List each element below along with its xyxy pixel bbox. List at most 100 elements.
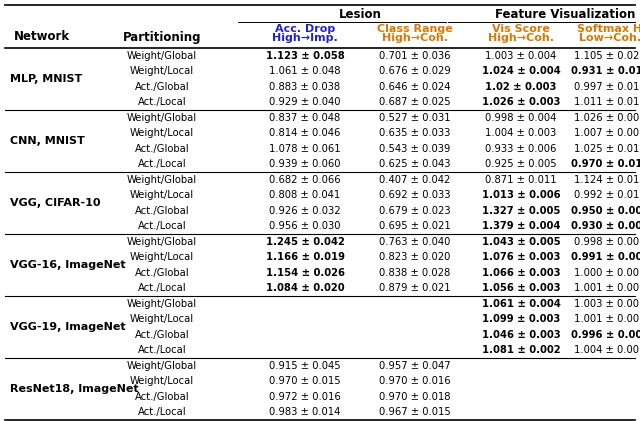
- Text: 0.929 ± 0.040: 0.929 ± 0.040: [269, 97, 340, 107]
- Text: Weight/Local: Weight/Local: [130, 314, 194, 324]
- Text: 1.024 ± 0.004: 1.024 ± 0.004: [482, 66, 561, 76]
- Text: VGG-19, ImageNet: VGG-19, ImageNet: [10, 322, 125, 332]
- Text: 0.998 ± 0.004: 0.998 ± 0.004: [485, 113, 557, 123]
- Text: 0.956 ± 0.030: 0.956 ± 0.030: [269, 221, 340, 231]
- Text: 1.061 ± 0.048: 1.061 ± 0.048: [269, 66, 340, 76]
- Text: 1.166 ± 0.019: 1.166 ± 0.019: [266, 252, 344, 262]
- Text: Act./Local: Act./Local: [138, 283, 186, 293]
- Text: Softmax H: Softmax H: [577, 24, 640, 34]
- Text: 0.972 ± 0.016: 0.972 ± 0.016: [269, 392, 341, 402]
- Text: 0.970 ± 0.010: 0.970 ± 0.010: [571, 159, 640, 169]
- Text: 1.013 ± 0.006: 1.013 ± 0.006: [482, 190, 560, 200]
- Text: 0.933 ± 0.006: 0.933 ± 0.006: [485, 144, 557, 154]
- Text: 0.646 ± 0.024: 0.646 ± 0.024: [380, 82, 451, 92]
- Text: Act./Local: Act./Local: [138, 407, 186, 417]
- Text: 0.957 ± 0.047: 0.957 ± 0.047: [379, 361, 451, 371]
- Text: Weight/Local: Weight/Local: [130, 128, 194, 138]
- Text: 0.950 ± 0.009: 0.950 ± 0.009: [571, 206, 640, 216]
- Text: 0.543 ± 0.039: 0.543 ± 0.039: [380, 144, 451, 154]
- Text: 1.078 ± 0.061: 1.078 ± 0.061: [269, 144, 341, 154]
- Text: 1.081 ± 0.002: 1.081 ± 0.002: [482, 345, 560, 355]
- Text: 1.001 ± 0.001: 1.001 ± 0.001: [574, 314, 640, 324]
- Text: 0.925 ± 0.005: 0.925 ± 0.005: [485, 159, 557, 169]
- Text: Act./Local: Act./Local: [138, 221, 186, 231]
- Text: 1.124 ± 0.012: 1.124 ± 0.012: [574, 175, 640, 185]
- Text: 0.682 ± 0.066: 0.682 ± 0.066: [269, 175, 341, 185]
- Text: 0.676 ± 0.029: 0.676 ± 0.029: [379, 66, 451, 76]
- Text: Class Range: Class Range: [377, 24, 453, 34]
- Text: 0.695 ± 0.021: 0.695 ± 0.021: [379, 221, 451, 231]
- Text: 0.883 ± 0.038: 0.883 ± 0.038: [269, 82, 340, 92]
- Text: 0.991 ± 0.001: 0.991 ± 0.001: [571, 252, 640, 262]
- Text: 1.026 ± 0.008: 1.026 ± 0.008: [574, 113, 640, 123]
- Text: 0.679 ± 0.023: 0.679 ± 0.023: [379, 206, 451, 216]
- Text: Weight/Local: Weight/Local: [130, 190, 194, 200]
- Text: Weight/Global: Weight/Global: [127, 51, 197, 61]
- Text: 1.056 ± 0.003: 1.056 ± 0.003: [482, 283, 560, 293]
- Text: Act./Global: Act./Global: [134, 206, 189, 216]
- Text: 0.926 ± 0.032: 0.926 ± 0.032: [269, 206, 341, 216]
- Text: VGG-16, ImageNet: VGG-16, ImageNet: [10, 260, 125, 270]
- Text: 1.154 ± 0.026: 1.154 ± 0.026: [266, 268, 344, 278]
- Text: Low→Coh.: Low→Coh.: [579, 33, 640, 43]
- Text: 0.998 ± 0.001: 0.998 ± 0.001: [574, 237, 640, 247]
- Text: 0.687 ± 0.025: 0.687 ± 0.025: [379, 97, 451, 107]
- Text: 0.692 ± 0.033: 0.692 ± 0.033: [380, 190, 451, 200]
- Text: Weight/Global: Weight/Global: [127, 175, 197, 185]
- Text: Act./Global: Act./Global: [134, 268, 189, 278]
- Text: 1.007 ± 0.007: 1.007 ± 0.007: [574, 128, 640, 138]
- Text: Network: Network: [14, 30, 70, 43]
- Text: High→Coh.: High→Coh.: [382, 33, 448, 43]
- Text: Weight/Global: Weight/Global: [127, 299, 197, 309]
- Text: CNN, MNIST: CNN, MNIST: [10, 136, 84, 146]
- Text: 1.061 ± 0.004: 1.061 ± 0.004: [481, 299, 561, 309]
- Text: 0.970 ± 0.016: 0.970 ± 0.016: [379, 376, 451, 386]
- Text: 1.105 ± 0.021: 1.105 ± 0.021: [574, 51, 640, 61]
- Text: 1.000 ± 0.001: 1.000 ± 0.001: [574, 268, 640, 278]
- Text: 1.327 ± 0.005: 1.327 ± 0.005: [482, 206, 560, 216]
- Text: Weight/Local: Weight/Local: [130, 252, 194, 262]
- Text: 1.001 ± 0.001: 1.001 ± 0.001: [574, 283, 640, 293]
- Text: 0.763 ± 0.040: 0.763 ± 0.040: [380, 237, 451, 247]
- Text: 0.625 ± 0.043: 0.625 ± 0.043: [380, 159, 451, 169]
- Text: 1.026 ± 0.003: 1.026 ± 0.003: [482, 97, 560, 107]
- Text: 0.879 ± 0.021: 0.879 ± 0.021: [379, 283, 451, 293]
- Text: 0.837 ± 0.048: 0.837 ± 0.048: [269, 113, 340, 123]
- Text: 0.970 ± 0.015: 0.970 ± 0.015: [269, 376, 341, 386]
- Text: Act./Global: Act./Global: [134, 144, 189, 154]
- Text: 1.025 ± 0.011: 1.025 ± 0.011: [574, 144, 640, 154]
- Text: 1.123 ± 0.058: 1.123 ± 0.058: [266, 51, 344, 61]
- Text: 0.931 ± 0.016: 0.931 ± 0.016: [571, 66, 640, 76]
- Text: 1.245 ± 0.042: 1.245 ± 0.042: [266, 237, 344, 247]
- Text: 1.046 ± 0.003: 1.046 ± 0.003: [482, 330, 560, 340]
- Text: Act./Global: Act./Global: [134, 330, 189, 340]
- Text: 0.939 ± 0.060: 0.939 ± 0.060: [269, 159, 340, 169]
- Text: 0.808 ± 0.041: 0.808 ± 0.041: [269, 190, 340, 200]
- Text: 0.983 ± 0.014: 0.983 ± 0.014: [269, 407, 340, 417]
- Text: 1.099 ± 0.003: 1.099 ± 0.003: [482, 314, 560, 324]
- Text: 1.084 ± 0.020: 1.084 ± 0.020: [266, 283, 344, 293]
- Text: Act./Local: Act./Local: [138, 345, 186, 355]
- Text: 0.838 ± 0.028: 0.838 ± 0.028: [380, 268, 451, 278]
- Text: Vis Score: Vis Score: [492, 24, 550, 34]
- Text: 1.003 ± 0.004: 1.003 ± 0.004: [485, 51, 557, 61]
- Text: MLP, MNIST: MLP, MNIST: [10, 74, 83, 84]
- Text: 0.970 ± 0.018: 0.970 ± 0.018: [380, 392, 451, 402]
- Text: Weight/Global: Weight/Global: [127, 237, 197, 247]
- Text: Act./Local: Act./Local: [138, 159, 186, 169]
- Text: Weight/Local: Weight/Local: [130, 66, 194, 76]
- Text: 0.527 ± 0.031: 0.527 ± 0.031: [379, 113, 451, 123]
- Text: 1.076 ± 0.003: 1.076 ± 0.003: [482, 252, 560, 262]
- Text: 0.915 ± 0.045: 0.915 ± 0.045: [269, 361, 341, 371]
- Text: 0.701 ± 0.036: 0.701 ± 0.036: [380, 51, 451, 61]
- Text: Partitioning: Partitioning: [123, 30, 201, 43]
- Text: 0.992 ± 0.012: 0.992 ± 0.012: [574, 190, 640, 200]
- Text: 0.823 ± 0.020: 0.823 ± 0.020: [380, 252, 451, 262]
- Text: Lesion: Lesion: [339, 8, 381, 21]
- Text: 0.996 ± 0.001: 0.996 ± 0.001: [571, 330, 640, 340]
- Text: 0.407 ± 0.042: 0.407 ± 0.042: [380, 175, 451, 185]
- Text: 0.635 ± 0.033: 0.635 ± 0.033: [380, 128, 451, 138]
- Text: ResNet18, ImageNet: ResNet18, ImageNet: [10, 384, 139, 394]
- Text: 0.871 ± 0.011: 0.871 ± 0.011: [485, 175, 557, 185]
- Text: 1.004 ± 0.003: 1.004 ± 0.003: [485, 128, 557, 138]
